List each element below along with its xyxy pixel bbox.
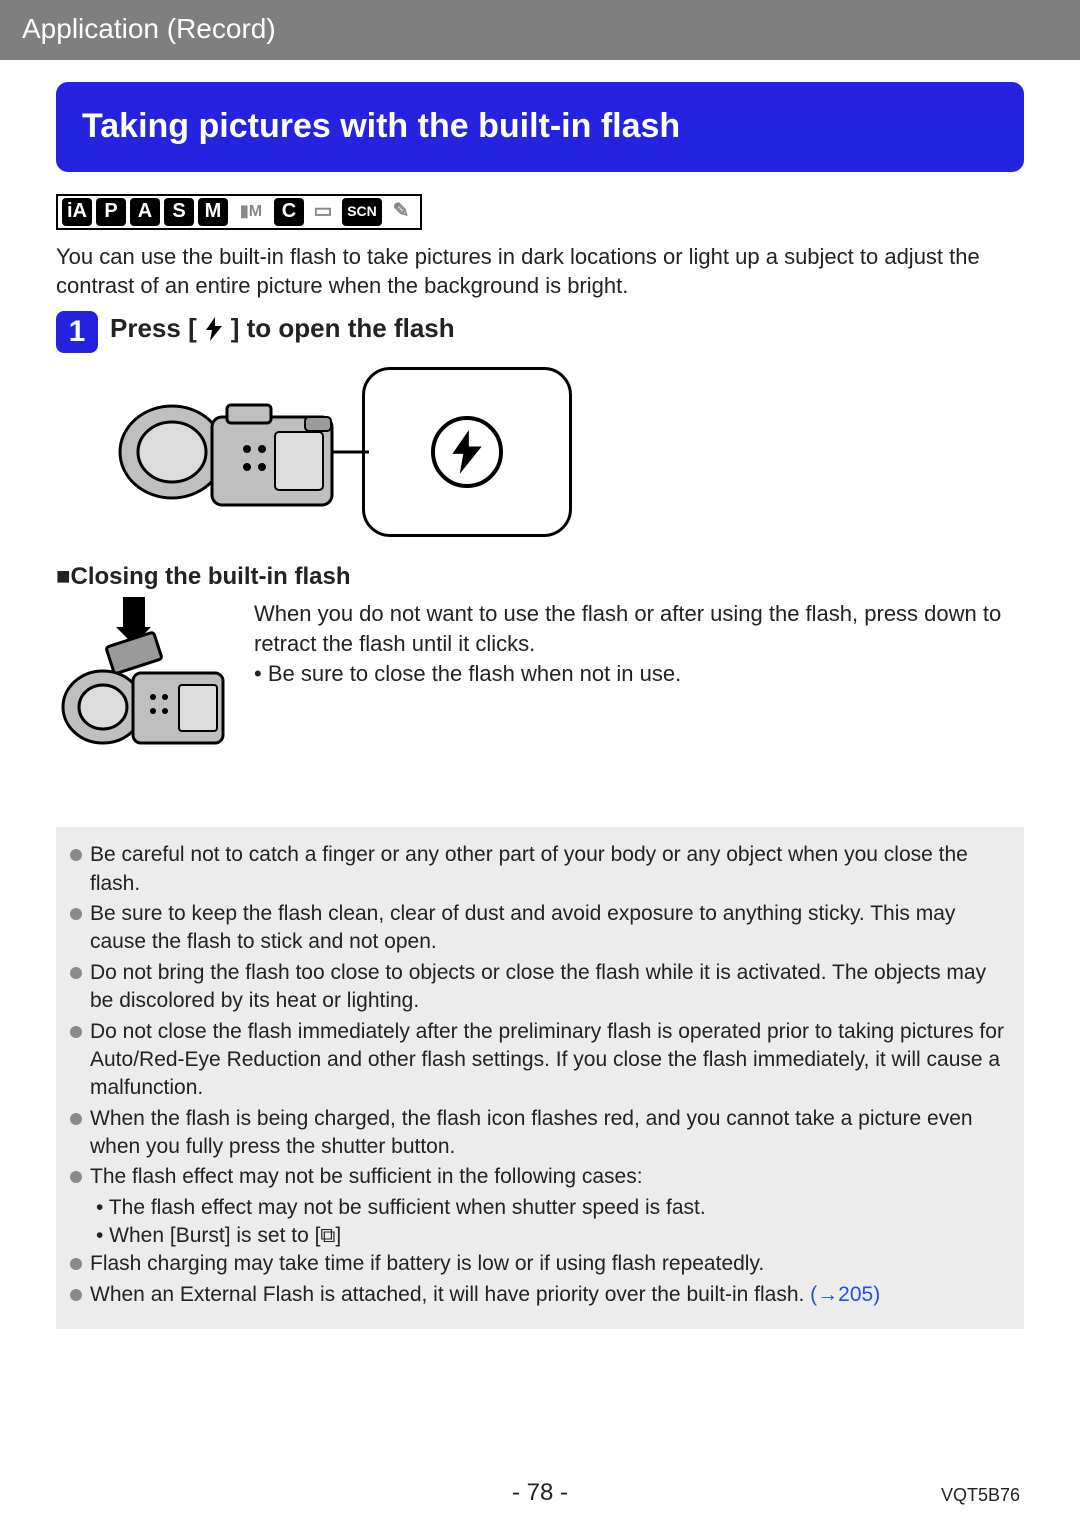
section-label: Application (Record) [22,13,276,44]
bullet-icon [70,849,82,861]
mode-icon: P [96,198,126,226]
page-link[interactable]: (→205) [804,1283,880,1306]
note-sub-item: • When [Burst] is set to [⧉] [96,1222,1010,1250]
bullet-icon [70,908,82,920]
bullet-icon [70,1026,82,1038]
note-item: Do not close the flash immediately after… [70,1018,1010,1103]
bullet-icon [70,1258,82,1270]
bullet-icon [70,967,82,979]
page-title: Taking pictures with the built-in flash [56,82,1024,172]
page-number: - 78 - [512,1479,568,1506]
mode-icon: ▭ [308,198,338,226]
bullet-icon [70,1171,82,1183]
step-title: Press [ ] to open the flash [110,311,455,346]
note-item: Flash charging may take time if battery … [70,1250,1010,1278]
note-text: Do not bring the flash too close to obje… [90,959,1010,1016]
mode-icons-row: iAPASM▮MC▭SCN✎ [56,194,422,230]
bullet-icon [70,1289,82,1301]
note-text: Flash charging may take time if battery … [90,1250,1010,1278]
mode-icon: ✎ [386,198,416,226]
note-item: Do not bring the flash too close to obje… [70,959,1010,1016]
flash-button-callout [362,367,572,537]
mode-icon: A [130,198,160,226]
mode-icon: M [198,198,228,226]
mode-icon: SCN [342,198,382,226]
mode-icon: S [164,198,194,226]
note-text: The flash effect may not be sufficient i… [90,1163,1010,1191]
camera-closing-illustration [56,597,236,757]
flash-icon [431,416,503,488]
section-header: Application (Record) [0,0,1080,60]
note-item: The flash effect may not be sufficient i… [70,1163,1010,1191]
intro-text: You can use the built-in flash to take p… [56,242,1024,301]
page-footer: - 78 - [0,1477,1080,1509]
note-sub-item: • The flash effect may not be sufficient… [96,1194,1010,1222]
step1-illustration [112,367,1024,537]
note-text: Do not close the flash immediately after… [90,1018,1010,1103]
page-content: Taking pictures with the built-in flash … [0,82,1080,1329]
camera-illustration [112,372,352,532]
closing-section: When you do not want to use the flash or… [56,597,1024,757]
note-text: Be sure to keep the flash clean, clear o… [90,900,1010,957]
note-item: Be sure to keep the flash clean, clear o… [70,900,1010,957]
note-item: Be careful not to catch a finger or any … [70,841,1010,898]
mode-icon: C [274,198,304,226]
step-number-badge: 1 [56,311,98,353]
note-item: When the flash is being charged, the fla… [70,1105,1010,1162]
mode-icon: iA [62,198,92,226]
note-item: When an External Flash is attached, it w… [70,1281,1010,1309]
note-text: When the flash is being charged, the fla… [90,1105,1010,1162]
flash-icon [203,316,225,342]
note-text: Be careful not to catch a finger or any … [90,841,1010,898]
closing-heading: ■Closing the built-in flash [56,561,1024,593]
bullet-icon [70,1113,82,1125]
mode-icon: ▮M [232,198,270,226]
document-code: VQT5B76 [941,1483,1020,1507]
step-1: 1 Press [ ] to open the flash [56,311,1024,353]
closing-text: When you do not want to use the flash or… [254,597,1024,688]
note-text: When an External Flash is attached, it w… [90,1281,1010,1309]
notes-box: Be careful not to catch a finger or any … [56,827,1024,1329]
